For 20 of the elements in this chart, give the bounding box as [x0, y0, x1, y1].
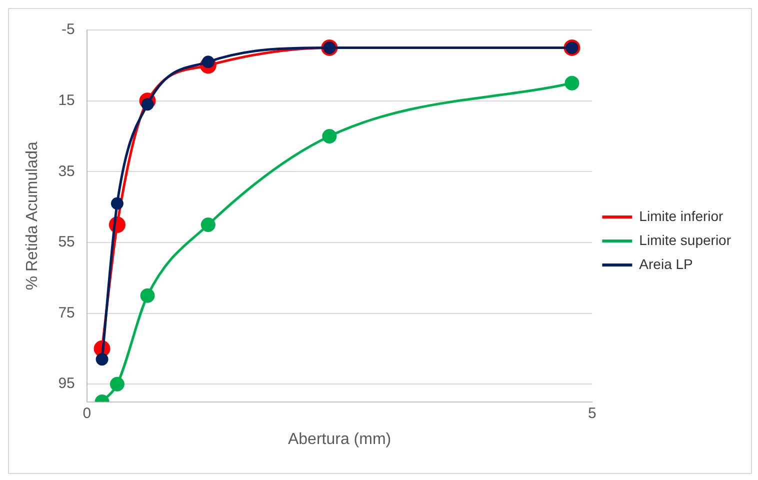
y-tick-label: 95 [58, 375, 75, 392]
y-tick-label: -5 [62, 21, 75, 38]
y-tick-label: 15 [58, 92, 75, 109]
y-tick-label: 55 [58, 234, 75, 251]
point [110, 376, 124, 392]
y-tick-label: 75 [58, 304, 75, 322]
legend-label: Limite inferior [639, 208, 724, 224]
point [110, 197, 124, 210]
point [96, 353, 108, 366]
x-tick-label: 5 [588, 404, 596, 422]
legend-label: Areia LP [639, 256, 693, 272]
point [322, 128, 337, 144]
x-axis-title: Abertura (mm) [288, 430, 392, 448]
legend-label: Limite superior [639, 232, 732, 248]
x-tick-label: 0 [82, 404, 92, 422]
point [564, 76, 580, 90]
y-axis-title: % Retida Acumulada [24, 142, 42, 290]
y-tick-label: 35 [58, 162, 75, 180]
point [200, 218, 216, 232]
point [140, 288, 155, 303]
